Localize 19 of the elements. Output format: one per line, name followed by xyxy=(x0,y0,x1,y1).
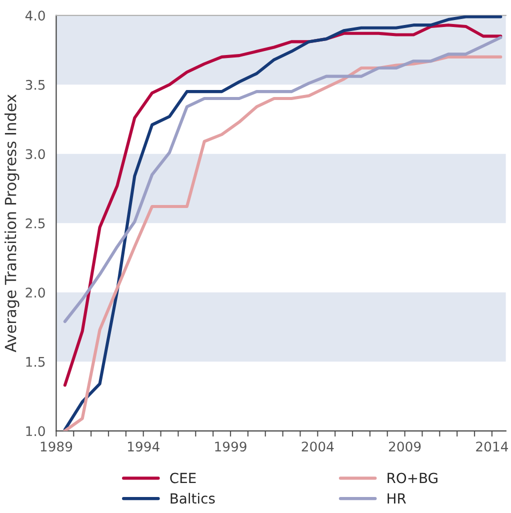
legend-label: CEE xyxy=(170,472,196,484)
y-axis-title: Average Transition Progress Index xyxy=(4,94,20,352)
x-tick-label: 2014 xyxy=(476,442,508,452)
x-tick-label: 1999 xyxy=(215,442,246,452)
legend-label: RO+BG xyxy=(388,472,438,484)
x-tick-label: 2009 xyxy=(388,442,421,452)
y-tick-label: 1.5 xyxy=(26,357,45,367)
y-tick-label: 4.0 xyxy=(25,10,45,21)
y-tick-label: 2.0 xyxy=(26,288,45,298)
line-series xyxy=(63,36,502,324)
legend-label: Baltics xyxy=(170,492,215,504)
y-tick-label: 3.5 xyxy=(26,80,45,90)
y-tick-label: 1.0 xyxy=(26,426,45,436)
x-tick-label: 1989 xyxy=(40,442,72,452)
legend-label: HR xyxy=(388,493,406,504)
x-tick-label: 1994 xyxy=(128,442,160,452)
x-tick-label: 2004 xyxy=(302,442,334,452)
y-tick-label: 3.0 xyxy=(26,149,45,160)
y-tick-label: 2.5 xyxy=(26,218,45,228)
